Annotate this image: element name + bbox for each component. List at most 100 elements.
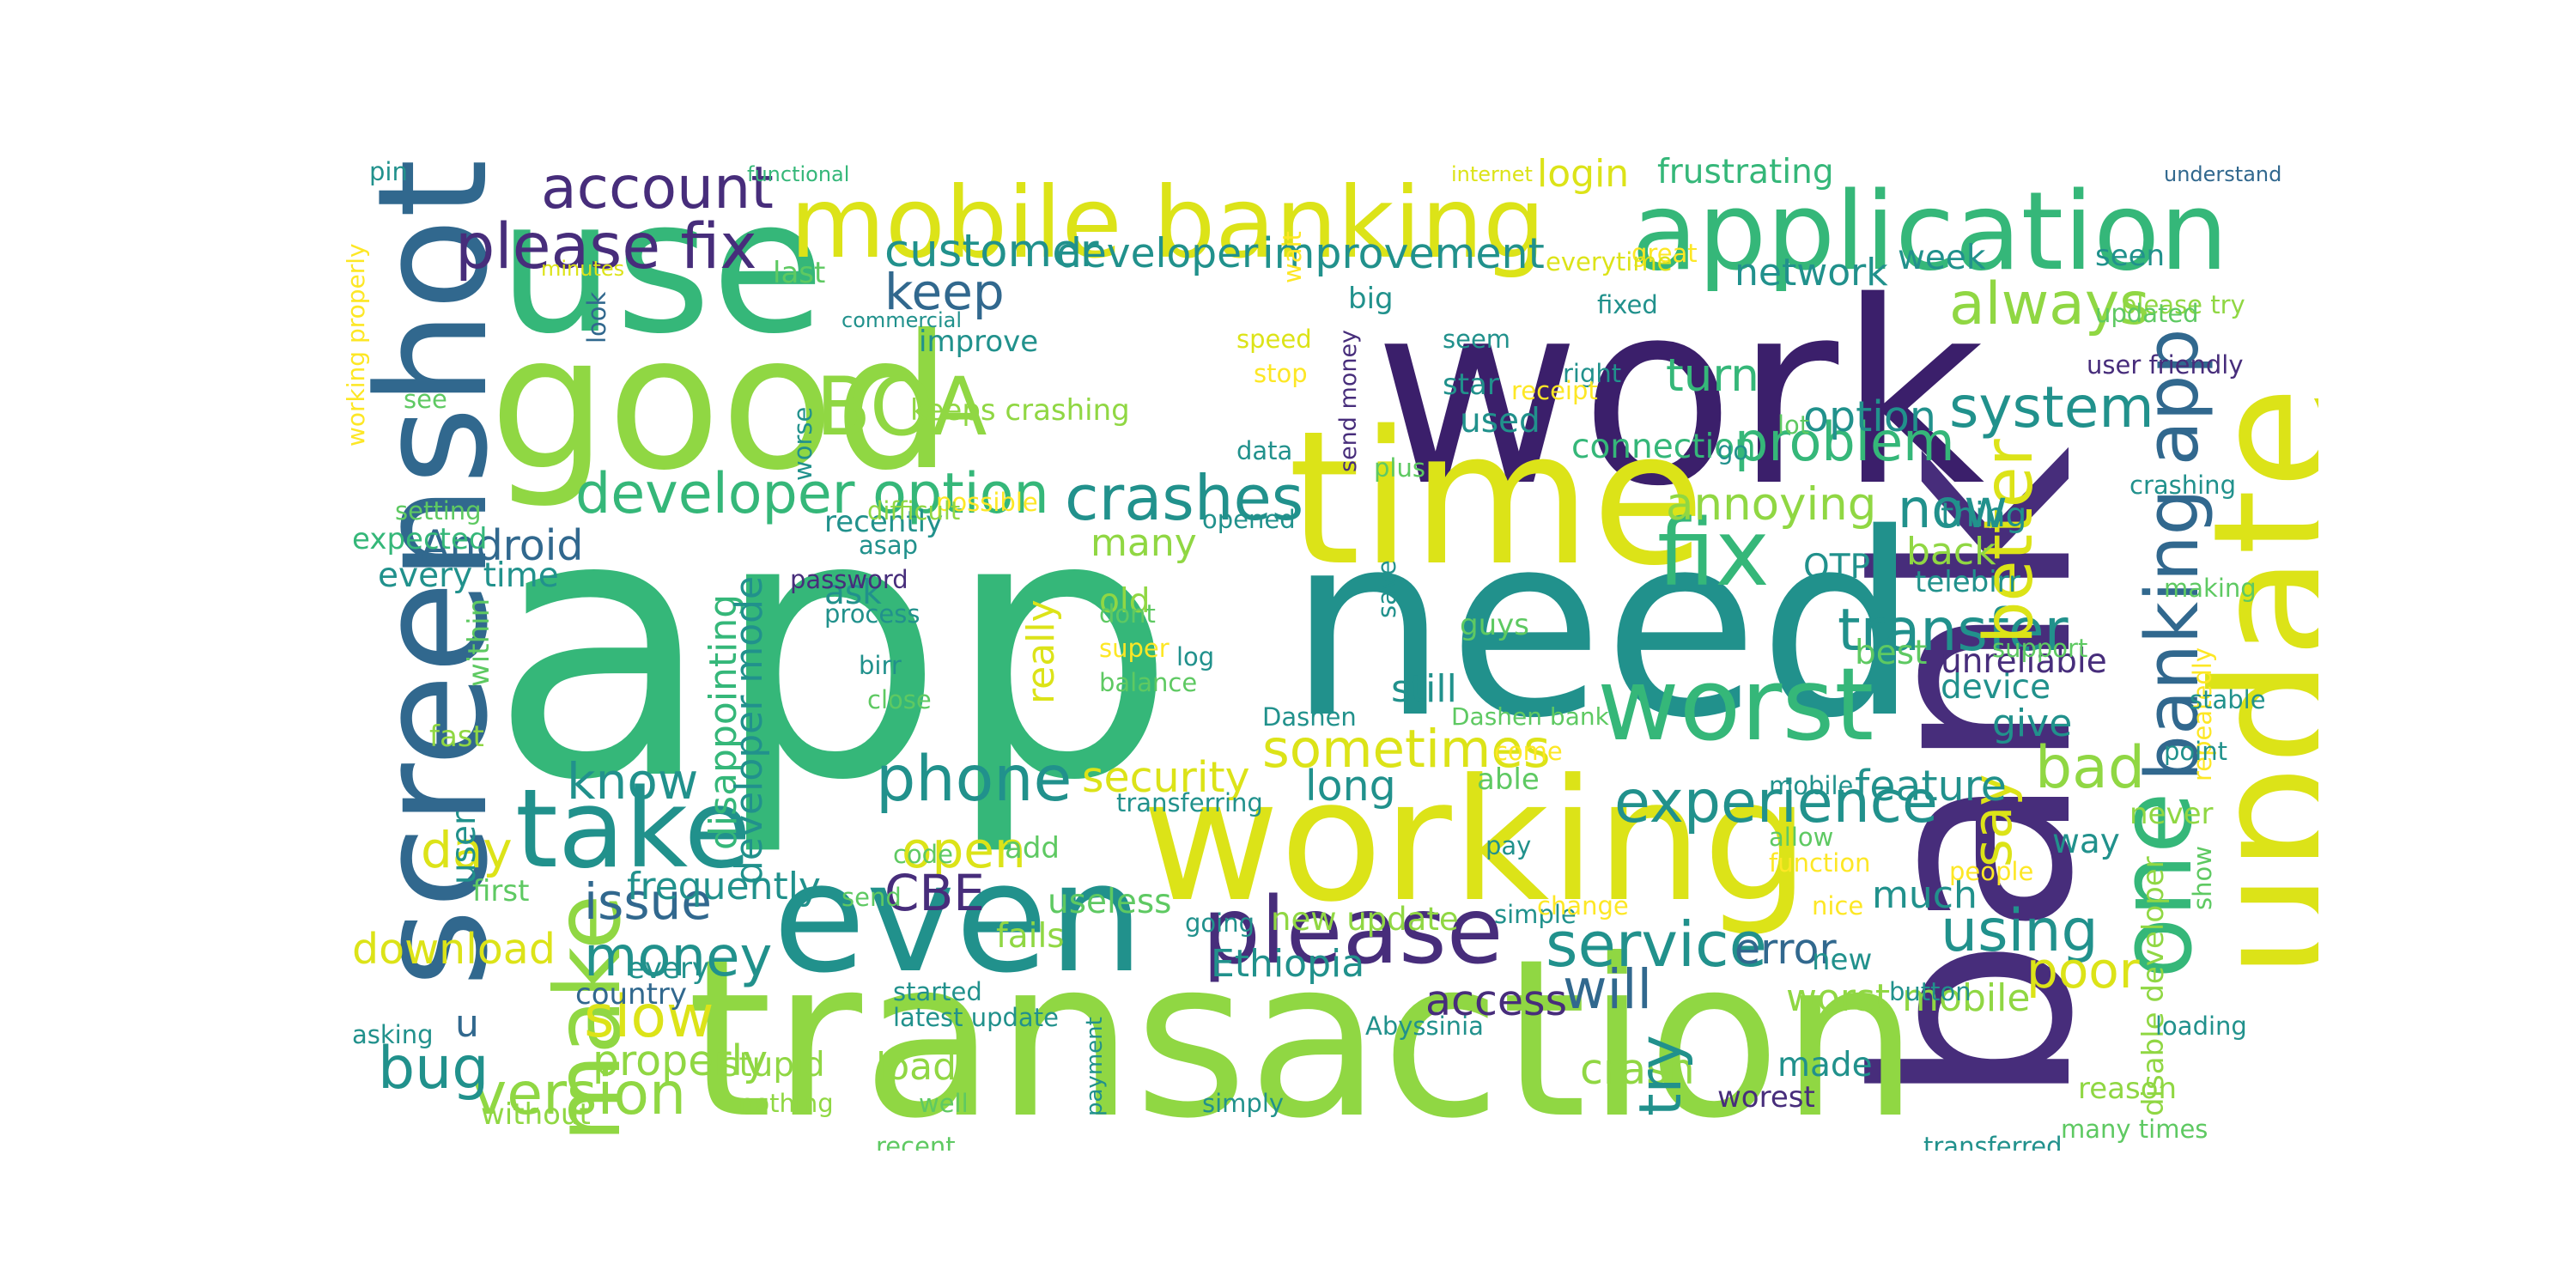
word-opened: opened (1202, 504, 1296, 534)
word-nothing: nothing (738, 1088, 834, 1118)
word-last: last (773, 255, 826, 290)
word-much: much (1872, 872, 1978, 917)
word-see: see (404, 384, 447, 414)
word-process: process (824, 598, 920, 629)
word-feature: feature (1855, 761, 2007, 811)
word-boa: BOA (816, 361, 987, 454)
word-worst: worst (1597, 645, 1874, 763)
word-cbe: CBE (884, 864, 985, 922)
word-login: login (1537, 155, 1630, 196)
word-reason: reason (2078, 1071, 2178, 1106)
word-dashen-bank: Dashen bank (1451, 702, 1609, 731)
word-show: show (2187, 846, 2217, 910)
word-android: Android (421, 520, 584, 570)
word-developer-mode: developer mode (726, 575, 771, 884)
word-open: open (902, 821, 1026, 879)
word-transaction: transaction (687, 912, 1919, 1151)
word-going: going (1185, 908, 1255, 938)
word-change: change (1537, 890, 1629, 920)
word-system: system (1949, 374, 2154, 440)
word-worest: worest (1717, 1079, 1815, 1115)
word-customer: customer (884, 225, 1099, 277)
word-good: good (489, 295, 952, 511)
word-stable: stable (2190, 684, 2266, 714)
word-will: will (1563, 958, 1653, 1021)
word-pay: pay (1485, 830, 1532, 860)
word-crashing: crashing (2129, 470, 2236, 500)
word-bad: bad (2035, 734, 2145, 802)
word-every-time: every time (378, 556, 559, 595)
word-mobile-banking: mobile banking (790, 166, 1546, 280)
word-access: access (1425, 975, 1568, 1025)
word-developer-option: developer option (575, 461, 1049, 526)
word-star: star (1443, 367, 1499, 402)
word-making: making (2164, 573, 2257, 603)
word-send-money: send money (1334, 329, 1362, 472)
word-point: point (2164, 736, 2227, 766)
word-crash: crash (1580, 1044, 1695, 1094)
word-super: super (1099, 633, 1170, 663)
word-slow: slow (584, 983, 714, 1051)
word-transferred: transferred (1923, 1131, 2063, 1151)
word-version: version (472, 1060, 687, 1128)
word-birr: birr (859, 650, 902, 680)
word-able: able (1477, 762, 1540, 797)
word-properly: properly (592, 1036, 769, 1085)
word-first: first (472, 873, 530, 908)
word-experience: experience (1614, 769, 1938, 836)
word-payment: payment (1082, 1017, 1108, 1116)
word-save: save (1371, 560, 1401, 618)
word-abyssinia: Abyssinia (1365, 1011, 1484, 1041)
word-within: within (461, 598, 496, 687)
word-mobile: mobile (1769, 770, 1854, 800)
word-many: many (1091, 520, 1197, 565)
word-stupid: stupid (721, 1045, 825, 1084)
word-need: need (1288, 480, 1919, 774)
word-asking: asking (352, 1019, 434, 1049)
word-add: add (1005, 830, 1060, 866)
word-well: well (919, 1088, 969, 1118)
word-big: big (1348, 281, 1394, 316)
word-password: password (790, 564, 908, 594)
word-take: take (515, 764, 751, 892)
word-never: never (2129, 796, 2214, 831)
word-bug: bug (378, 1035, 489, 1103)
word-error: error (1735, 924, 1837, 974)
word-send: send (841, 882, 902, 912)
word-close: close (867, 684, 932, 714)
word-issue: issue (584, 872, 712, 931)
word-working-properly: working properly (343, 243, 370, 447)
word-new: new (1812, 942, 1873, 977)
word-receipt: receipt (1511, 375, 1598, 405)
word-problem: problem (1735, 410, 1955, 473)
word-every: every (627, 951, 710, 986)
word-sometimes: sometimes (1262, 719, 1551, 780)
word-without: without (481, 1097, 591, 1132)
word-unreliable: unreliable (1941, 641, 2107, 681)
word-great: great (1631, 238, 1698, 268)
word-latest-update: latest update (893, 1002, 1059, 1032)
word-setting: setting (395, 495, 482, 526)
word-many-times: many times (2061, 1114, 2208, 1144)
word-dont: dont (1099, 598, 1156, 629)
word-app: app (489, 435, 1176, 860)
word-work: work (1374, 248, 1985, 542)
word-time: time (1288, 390, 1705, 606)
word-keeps-crashing: keeps crashing (910, 392, 1130, 428)
word-balance: balance (1099, 667, 1198, 697)
word-fix: fix (1657, 500, 1770, 607)
word-download: download (352, 924, 556, 974)
word-worst-mobile: worst mobile (1786, 975, 2031, 1020)
word-long: long (1305, 761, 1396, 811)
word-people: people (1949, 856, 2034, 886)
word-service: service (1546, 908, 1767, 981)
word-cloud: app bank work transaction need update screensh… (343, 155, 2318, 1151)
word-seem: seem (1443, 324, 1511, 354)
word-asap: asap (859, 530, 919, 560)
word-useless: useless (1048, 882, 1172, 921)
word-network: network (1735, 250, 1888, 295)
word-device: device (1941, 667, 2051, 707)
word-always: always (1949, 270, 2150, 338)
word-simply: simply (1202, 1088, 1285, 1118)
word-understand: understand (2164, 161, 2282, 186)
